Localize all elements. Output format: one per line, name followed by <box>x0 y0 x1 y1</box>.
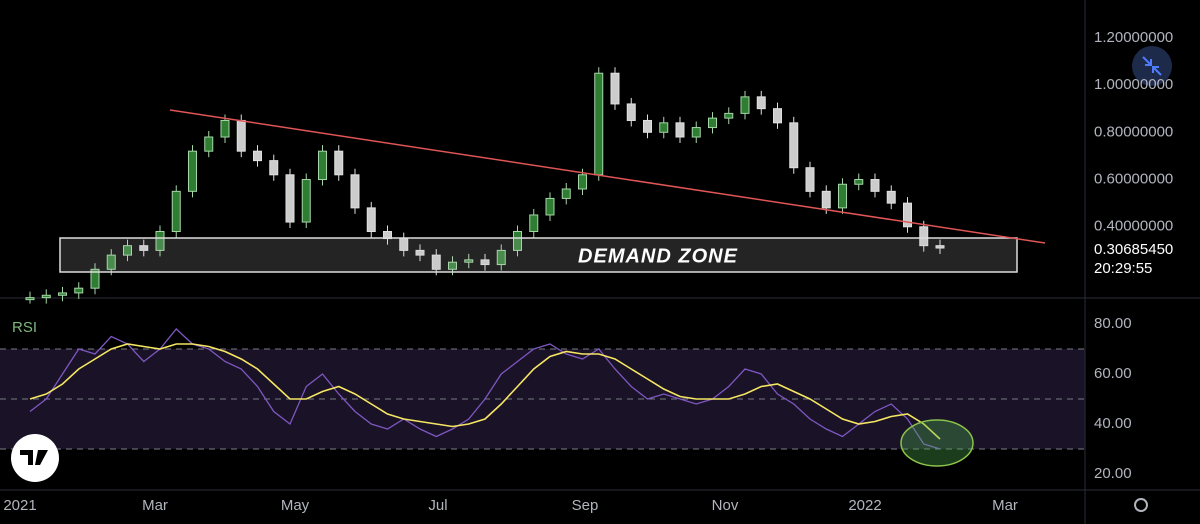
candle <box>854 179 864 185</box>
highlight-ellipse <box>900 419 974 467</box>
candle <box>106 254 116 270</box>
trend-line <box>169 109 1046 244</box>
y-tick-label: 0.60000000 <box>1094 170 1173 187</box>
demand-zone-label: DEMAND ZONE <box>578 245 738 267</box>
candle <box>756 96 766 110</box>
rsi-line <box>29 343 941 440</box>
x-tick-label: 2022 <box>848 497 881 514</box>
candle <box>236 119 246 152</box>
candle <box>334 150 344 176</box>
candle <box>74 287 84 294</box>
candle <box>318 150 327 181</box>
candle <box>870 179 880 192</box>
candle <box>821 190 831 209</box>
rsi-tick-label: 40.00 <box>1094 415 1132 432</box>
candle <box>171 190 181 232</box>
candle <box>626 103 636 121</box>
x-tick-label: 2021 <box>3 497 36 514</box>
candle <box>220 119 230 138</box>
candle <box>610 72 620 105</box>
candle <box>805 167 815 192</box>
candle <box>903 202 912 228</box>
candle <box>25 297 35 301</box>
candle <box>155 230 165 251</box>
x-tick-label: Nov <box>712 497 739 514</box>
y-tick-label: 1.00000000 <box>1094 76 1173 93</box>
candle <box>740 96 750 114</box>
candle <box>529 214 539 232</box>
countdown: 20:29:55 <box>1094 260 1152 277</box>
candle <box>41 294 51 299</box>
x-tick-label: May <box>281 497 310 514</box>
candle <box>691 127 701 138</box>
candle <box>643 119 652 133</box>
candle <box>204 136 214 152</box>
rsi-tick-label: 20.00 <box>1094 465 1132 482</box>
candle <box>919 226 929 247</box>
candle <box>301 179 311 223</box>
settings-button[interactable] <box>1134 498 1148 512</box>
candle <box>350 174 360 209</box>
candle <box>415 249 425 256</box>
candle <box>58 292 67 296</box>
candle <box>773 108 782 124</box>
candle <box>708 117 717 129</box>
candle <box>594 72 604 176</box>
candle <box>724 112 734 119</box>
candle <box>886 190 896 204</box>
last-price: 0.30685450 <box>1094 241 1173 258</box>
candle <box>123 245 132 256</box>
rsi-tick-label: 80.00 <box>1094 315 1132 332</box>
x-tick-label: Mar <box>992 497 1018 514</box>
candle <box>561 188 571 199</box>
y-tick-label: 1.20000000 <box>1094 29 1173 46</box>
candle <box>253 150 262 162</box>
candle <box>90 268 100 289</box>
candle <box>366 207 376 232</box>
y-tick-label: 0.80000000 <box>1094 123 1173 140</box>
candle <box>480 259 490 266</box>
candle <box>675 122 685 138</box>
candle <box>431 254 441 270</box>
candle <box>139 245 149 251</box>
candle <box>659 122 669 133</box>
candle <box>269 160 279 176</box>
candle <box>578 174 587 190</box>
collapse-button[interactable] <box>1132 46 1172 86</box>
rsi-title: RSI <box>12 319 37 336</box>
rsi-line <box>29 328 941 450</box>
candle <box>285 174 295 223</box>
y-tick-label: 0.40000000 <box>1094 218 1173 235</box>
collapse-icon <box>1142 56 1162 76</box>
candle <box>789 122 799 169</box>
demand-zone <box>59 237 1018 273</box>
logo-mark <box>20 450 48 465</box>
candle <box>464 259 474 263</box>
candle <box>448 261 457 270</box>
x-tick-label: Sep <box>572 497 599 514</box>
candle <box>188 150 197 192</box>
candle <box>838 183 847 209</box>
logo <box>11 434 59 482</box>
candle <box>545 197 555 216</box>
rsi-tick-label: 60.00 <box>1094 365 1132 382</box>
candle <box>935 245 945 249</box>
x-tick-label: Jul <box>428 497 447 514</box>
candle <box>496 249 506 266</box>
x-tick-label: Mar <box>142 497 168 514</box>
candle <box>513 230 522 251</box>
